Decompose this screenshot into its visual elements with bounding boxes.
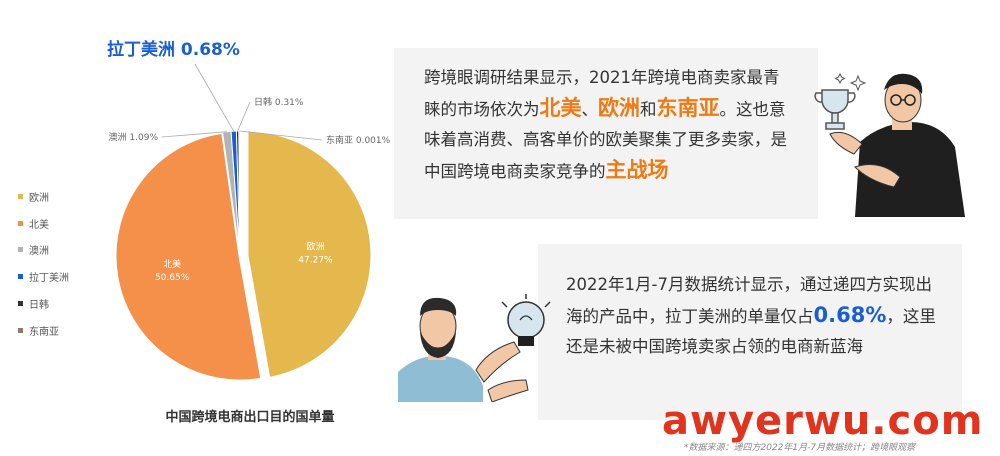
chart-legend: 欧洲 北美 澳洲 拉丁美洲 日韩 东南亚 [18,183,69,344]
legend-swatch-latin-america [18,274,23,280]
pie-slice-0 [245,128,374,381]
legend-swatch-north-america [18,220,23,226]
pie-leader-line [239,130,323,141]
data-source-footnote: *数据来源：递四方2022年1月-7月数据统计；跨境眼观察 [684,443,916,453]
text-span: 跨境眼调研结果显示，2021年跨境电商卖家最青睐的市场依次为 [424,68,780,119]
legend-label: 拉丁美洲 [29,273,69,285]
legend-label: 欧洲 [29,192,49,204]
trophy-icon [814,89,856,130]
insight-text-markets: 跨境眼调研结果显示，2021年跨境电商卖家最青睐的市场依次为北美、欧洲和东南亚。… [424,63,794,187]
insight-text-latin-america: 2022年1月-7月数据统计显示，通过递四方实现出海的产品中，拉丁美洲的单量仅占… [566,270,946,362]
insight-card-latin-america: 2022年1月-7月数据统计显示，通过递四方实现出海的产品中，拉丁美洲的单量仅占… [538,244,962,420]
legend-label: 日韩 [29,300,49,312]
pie-chart: 欧洲 47.27% 北美 50.65% 澳洲 1.09% 日韩 0.31% 东南亚 0.00… [109,63,391,383]
legend-label: 北美 [29,219,49,231]
highlight-main-battlefield: 主战场 [605,158,669,182]
pie-slice-label: 50.65% [155,273,190,283]
legend-item-latin-america: 拉丁美洲 [18,263,69,290]
legend-swatch-europe [18,193,23,199]
text-span: 和 [640,100,657,119]
highlight-label-latin-america: 拉丁美洲 0.68% [107,40,240,60]
legend-label: 澳洲 [29,246,49,258]
highlight-southeast-asia: 东南亚 [656,96,720,120]
highlight-north-america: 北美 [539,96,582,120]
legend-item-europe: 欧洲 [18,183,69,210]
pie-slice-label: 东南亚 0.001% [326,134,391,146]
highlight-europe: 欧洲 [598,96,640,120]
legend-swatch-japan-korea [18,301,23,307]
pie-leader-line [161,131,227,138]
watermark: awyerwu.com [662,398,984,444]
pie-slice-1 [113,130,264,383]
legend-item-north-america: 北美 [18,210,69,237]
pie-leader-line [194,63,235,132]
pie-slice-label: 日韩 0.31% [254,96,304,108]
legend-label: 东南亚 [29,326,59,338]
pie-slice-label: 澳洲 1.09% [109,131,159,143]
legend-item-japan-korea: 日韩 [18,290,69,317]
sparkle-icon [834,72,846,85]
legend-swatch-australia [18,247,23,253]
pie-slice-label: 北美 [163,258,181,270]
text-span: 。这也意味着高消费、高客单价的欧美聚集了更多卖家，是中国跨境电商卖家竞争的 [424,100,787,181]
pie-slice-label: 47.27% [298,255,333,265]
lightbulb-icon [501,294,551,346]
man-with-lightbulb-illustration [398,294,551,402]
text-span: ，这里还是未被中国跨境卖家占领的电商新蓝海 [566,307,936,356]
legend-item-southeast-asia: 东南亚 [18,317,69,344]
text-span: 2022年1月-7月数据统计显示，通过递四方实现出海的产品中，拉丁美洲的单量仅占 [566,275,932,326]
sparkle-icon [849,74,867,92]
man-with-trophy-illustration [814,72,965,217]
legend-item-australia: 澳洲 [18,237,69,264]
text-span: 、 [581,100,599,119]
highlight-percentage: 0.68% [813,303,887,327]
pie-slice-label: 欧洲 [306,240,324,252]
pie-leader-line [237,101,251,132]
legend-swatch-southeast-asia [18,327,23,333]
insight-card-markets: 跨境眼调研结果显示，2021年跨境电商卖家最青睐的市场依次为北美、欧洲和东南亚。… [394,48,818,219]
chart-title: 中国跨境电商出口目的国单量 [165,410,335,425]
